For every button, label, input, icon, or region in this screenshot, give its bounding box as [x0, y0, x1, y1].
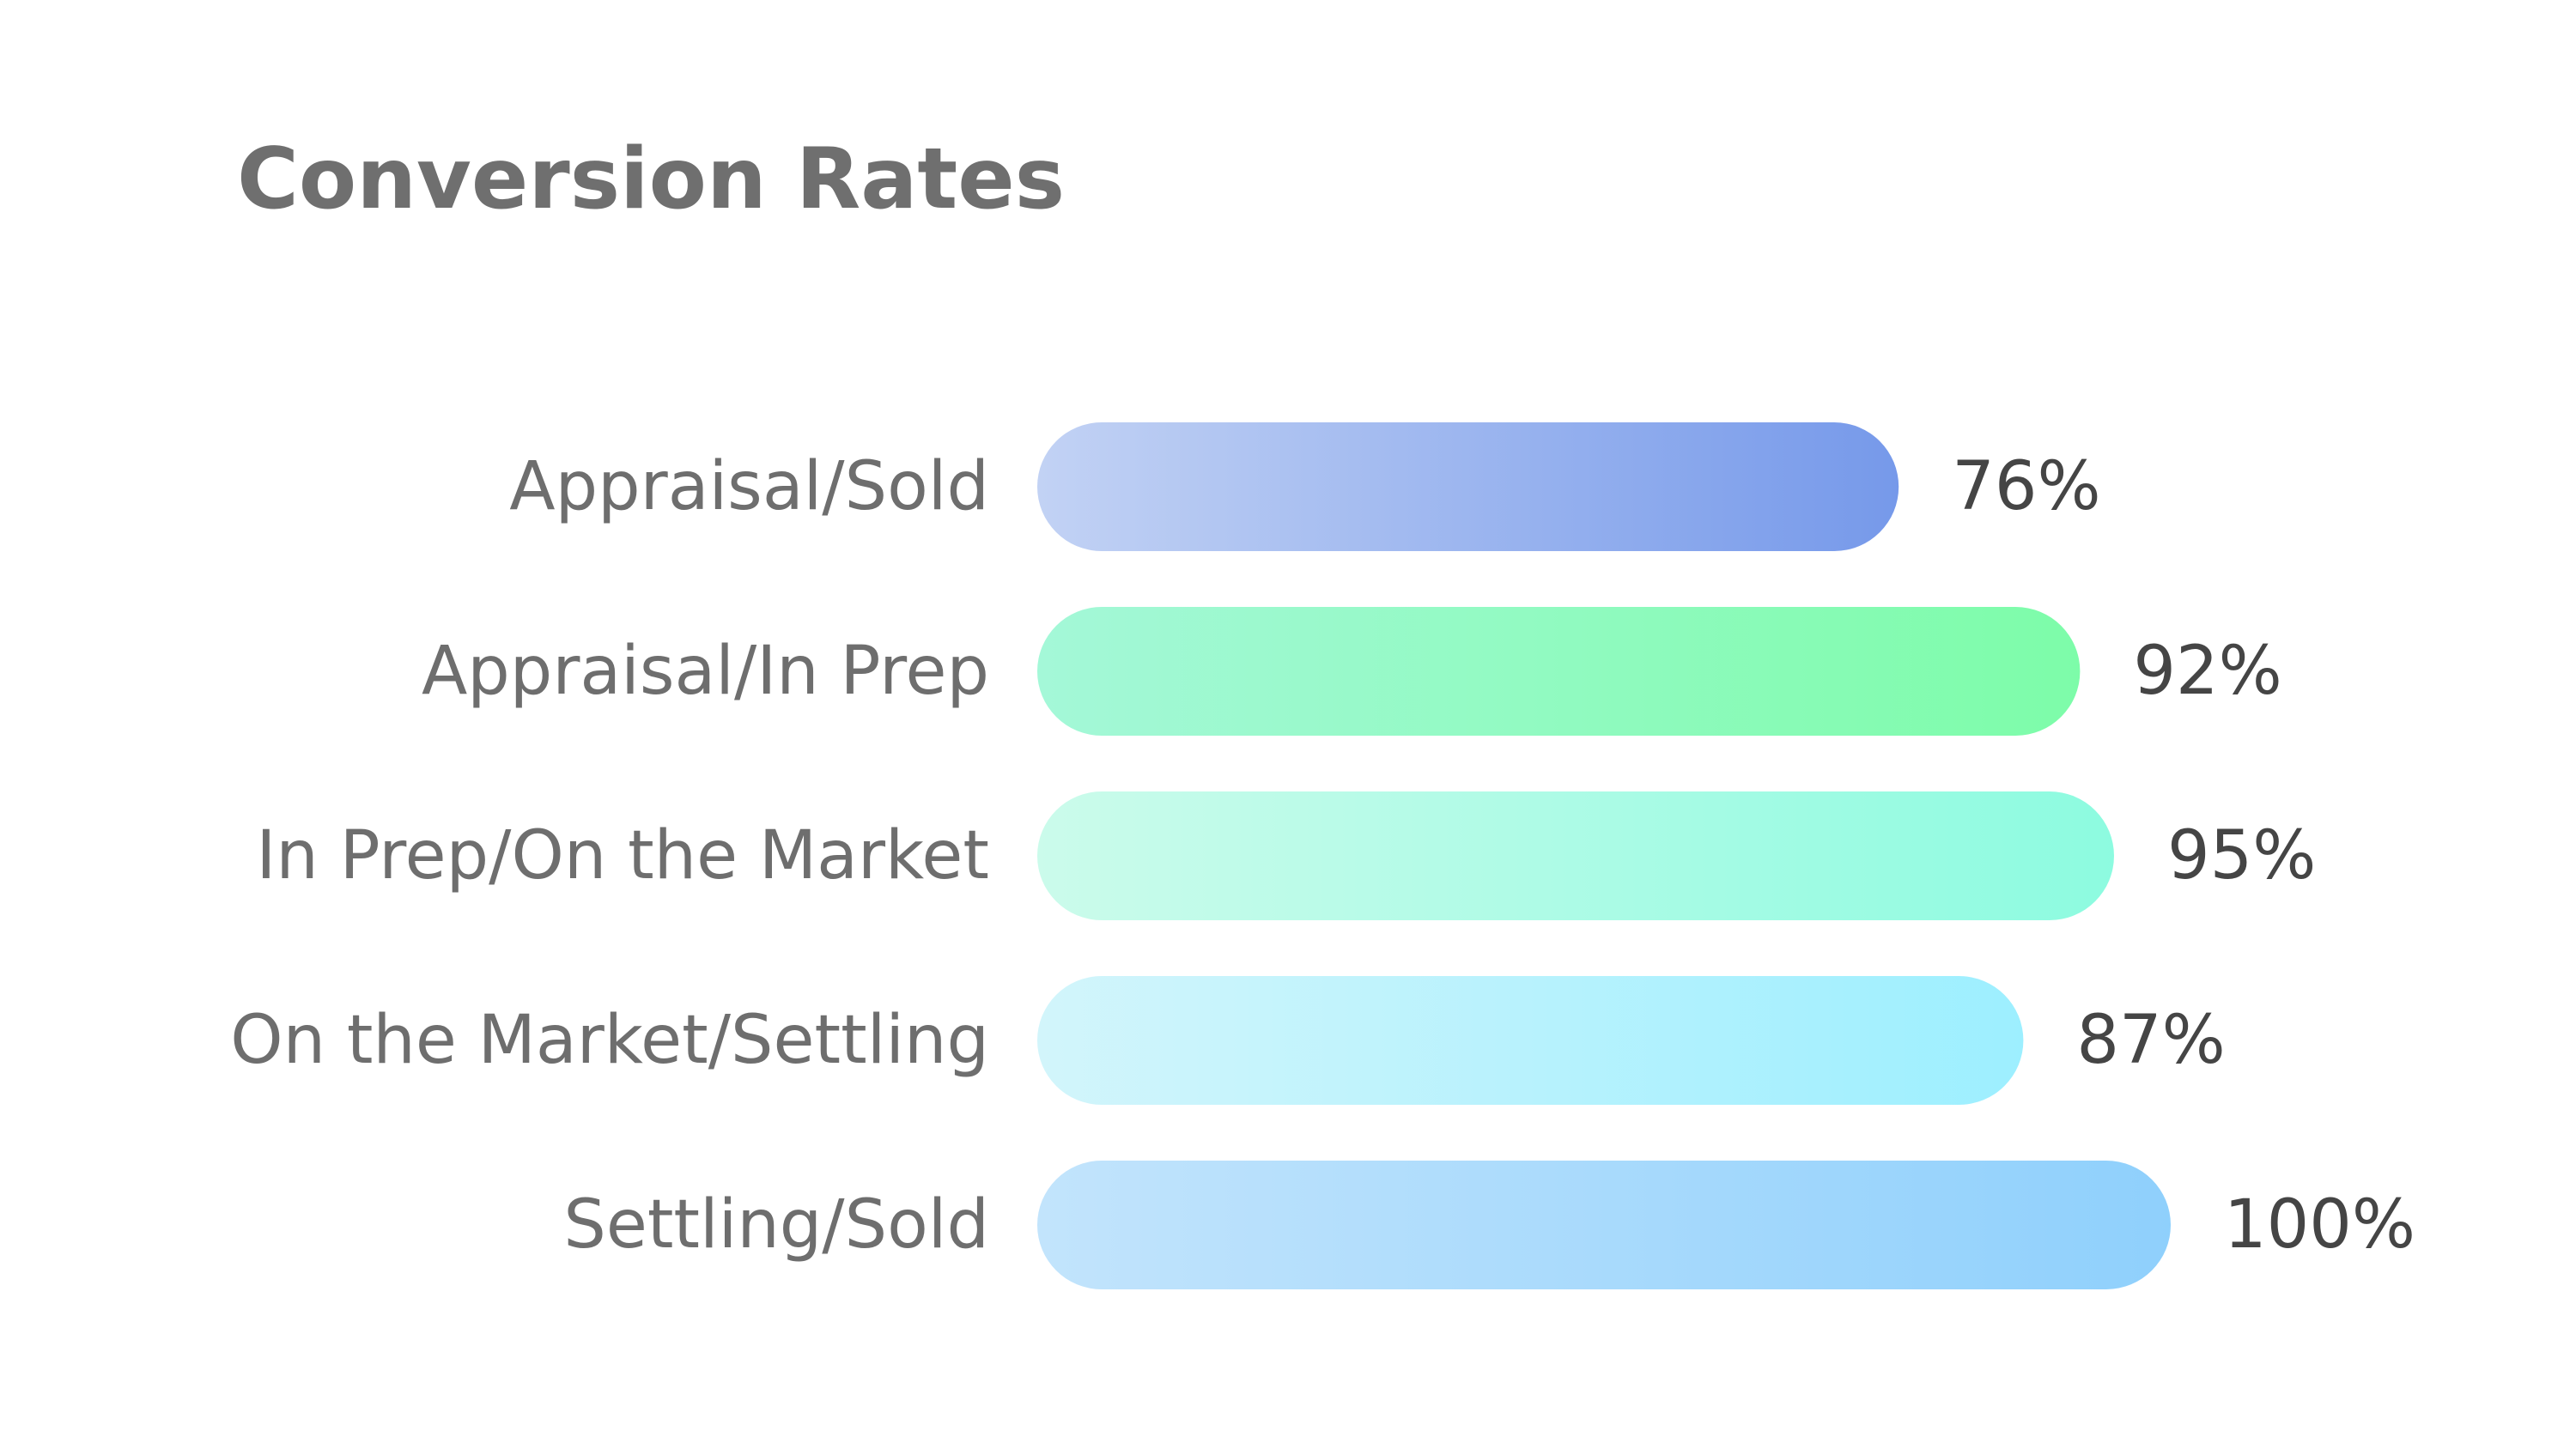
value-label-settling-sold: 100%: [2224, 1186, 2415, 1264]
category-label-appraisal-in-prep: Appraisal/In Prep: [422, 633, 989, 710]
bar-on-the-market-settling: [1037, 976, 2024, 1105]
value-label-appraisal-in-prep: 92%: [2133, 633, 2281, 710]
labels-layer: Appraisal/Sold 76% Appraisal/In Prep 92% In …: [230, 448, 2415, 1264]
chart-title: Conversion Rates: [237, 130, 1066, 228]
bar-in-prep-on-the-market: [1037, 791, 2114, 920]
bar-settling-sold: [1037, 1161, 2171, 1289]
value-label-appraisal-sold: 76%: [1952, 448, 2100, 525]
category-label-in-prep-on-the-market: In Prep/On the Market: [256, 817, 989, 894]
bars-layer: [1037, 422, 2171, 1289]
bar-appraisal-sold: [1037, 422, 1899, 551]
category-label-settling-sold: Settling/Sold: [563, 1186, 989, 1264]
category-label-appraisal-sold: Appraisal/Sold: [509, 448, 989, 525]
value-label-in-prep-on-the-market: 95%: [2167, 817, 2316, 894]
category-label-on-the-market-settling: On the Market/Settling: [230, 1002, 989, 1079]
value-label-on-the-market-settling: 87%: [2076, 1002, 2225, 1079]
bar-appraisal-in-prep: [1037, 607, 2081, 736]
